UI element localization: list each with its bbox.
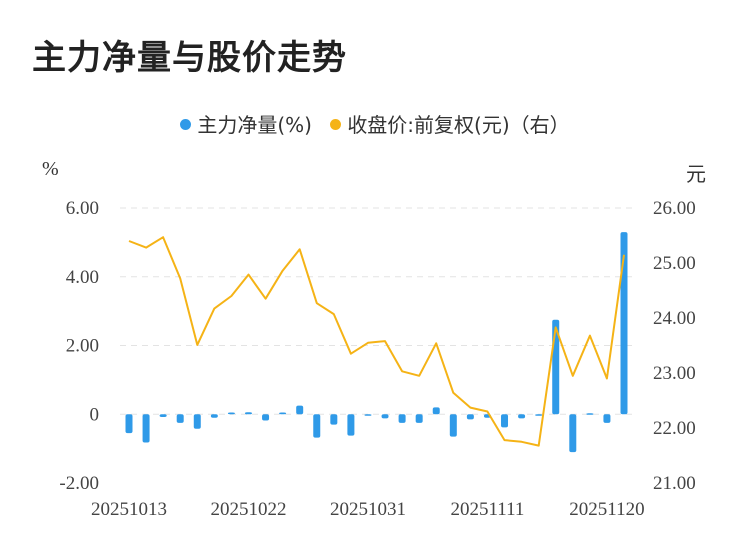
- line-close-price: [128, 236, 625, 447]
- bar-net-volume: [415, 414, 423, 423]
- y-right-tick-label: 26.00: [653, 198, 696, 219]
- bar-net-volume: [466, 414, 474, 420]
- bar-net-volume: [313, 414, 321, 438]
- bar-net-volume: [262, 414, 270, 421]
- left-axis-unit: %: [42, 158, 59, 180]
- chart-title: 主力净量与股价走势: [32, 38, 347, 78]
- y-left-tick-label: 2.00: [66, 336, 99, 357]
- legend-label-close-price: 收盘价:前复权(元)（右）: [347, 113, 570, 137]
- y-right-tick-label: 21.00: [653, 473, 696, 494]
- bar-net-volume: [586, 413, 594, 415]
- x-tick-label: 20251031: [330, 499, 406, 520]
- bar-net-volume: [176, 414, 184, 423]
- legend-dot-close-price: [330, 119, 342, 130]
- legend-dot-net-volume: [180, 119, 192, 130]
- y-left-tick-label: -2.00: [59, 473, 99, 494]
- bar-net-volume: [364, 414, 372, 416]
- y-right-tick-label: 23.00: [653, 363, 696, 384]
- bar-net-volume: [210, 414, 218, 418]
- bar-net-volume: [330, 414, 338, 425]
- bar-net-volume: [125, 414, 133, 434]
- bar-net-volume: [432, 407, 440, 415]
- chart-legend: 主力净量(%) 收盘价:前复权(元)（右）: [0, 109, 750, 138]
- bar-net-volume: [296, 405, 304, 415]
- y-right-tick-label: 24.00: [653, 308, 696, 329]
- bar-net-volume: [227, 412, 235, 415]
- bar-net-volume: [501, 414, 509, 428]
- legend-item-close-price[interactable]: 收盘价:前复权(元)（右）: [330, 109, 570, 138]
- x-tick-label: 20251022: [210, 499, 286, 520]
- bar-net-volume: [449, 414, 457, 437]
- y-left-tick-label: 0: [90, 404, 100, 425]
- legend-item-net-volume[interactable]: 主力净量(%): [180, 109, 312, 138]
- bar-net-volume: [398, 414, 406, 423]
- bar-net-volume: [569, 414, 577, 453]
- y-right-tick-label: 25.00: [653, 253, 696, 274]
- bar-net-volume: [193, 414, 201, 429]
- bar-net-volume: [535, 414, 543, 416]
- y-right-tick-label: 22.00: [653, 418, 696, 439]
- bar-net-volume: [518, 414, 526, 419]
- bar-net-volume: [603, 414, 611, 423]
- x-tick-label: 20251111: [451, 499, 525, 520]
- bar-net-volume: [142, 414, 150, 443]
- bar-net-volume: [381, 414, 389, 419]
- bar-net-volume: [347, 414, 355, 436]
- bar-net-volume: [620, 232, 628, 415]
- legend-label-net-volume: 主力净量(%): [197, 113, 312, 137]
- x-tick-label: 20251013: [91, 499, 167, 520]
- bar-net-volume: [279, 412, 287, 415]
- y-left-tick-label: 6.00: [66, 198, 99, 219]
- y-left-tick-label: 4.00: [66, 267, 99, 288]
- bar-net-volume: [159, 414, 167, 417]
- x-tick-label: 20251120: [569, 499, 644, 520]
- bar-net-volume: [244, 412, 252, 415]
- right-axis-unit: 元: [686, 162, 706, 186]
